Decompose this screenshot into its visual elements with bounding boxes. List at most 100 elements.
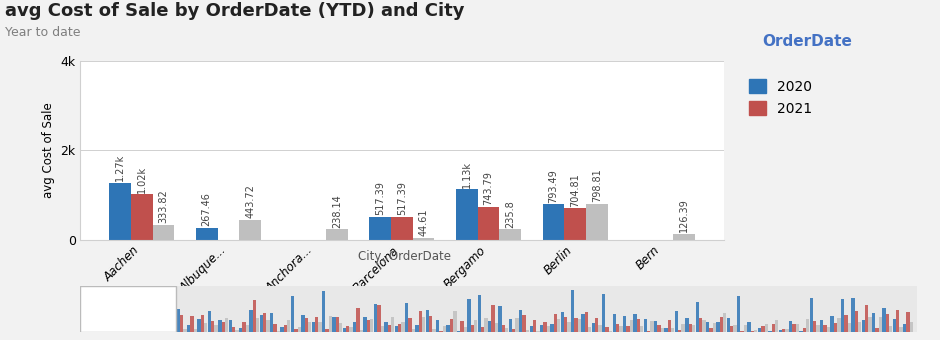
Bar (626, 326, 630, 332)
Bar (196, 228, 217, 240)
Bar (713, 323, 716, 332)
Bar (266, 321, 270, 332)
Text: 793.49: 793.49 (549, 169, 558, 203)
Bar (505, 328, 509, 332)
Bar (412, 329, 415, 332)
Bar (115, 312, 118, 332)
Bar (398, 324, 401, 332)
Bar (453, 311, 457, 332)
Bar (554, 314, 557, 332)
Bar (605, 327, 609, 332)
Bar (325, 329, 329, 332)
Text: 1.27k: 1.27k (115, 154, 125, 182)
Bar (439, 330, 443, 332)
Bar (823, 325, 827, 332)
Bar (806, 320, 809, 332)
Bar (650, 321, 653, 332)
Bar (599, 325, 602, 331)
Bar (280, 327, 284, 332)
Bar (156, 324, 159, 332)
Bar (844, 314, 848, 332)
Bar (415, 325, 418, 332)
Bar (758, 328, 761, 331)
Bar (893, 319, 896, 332)
Bar (405, 304, 408, 332)
Bar (107, 298, 111, 332)
Bar (585, 312, 588, 332)
Bar (395, 326, 398, 332)
Bar (360, 330, 363, 332)
Text: 704.81: 704.81 (571, 173, 580, 207)
Bar (862, 320, 865, 332)
Bar (578, 319, 581, 331)
Bar (249, 310, 253, 331)
Bar (350, 327, 352, 332)
Bar (135, 317, 138, 332)
Bar (515, 318, 519, 332)
Bar (782, 329, 785, 332)
Bar (204, 323, 208, 332)
Bar (208, 310, 212, 332)
Bar (761, 326, 764, 332)
Bar (218, 320, 222, 332)
Text: 517.39: 517.39 (397, 181, 407, 215)
Bar (80, 286, 176, 332)
Bar (512, 329, 515, 332)
Bar (509, 319, 512, 332)
Bar (900, 327, 902, 332)
Bar (751, 330, 754, 332)
Bar (820, 320, 823, 332)
Bar (858, 322, 861, 332)
Bar (222, 322, 225, 332)
Bar (387, 325, 391, 332)
Bar (682, 324, 685, 332)
Text: avg Cost of Sale by OrderDate (YTD) and City: avg Cost of Sale by OrderDate (YTD) and … (5, 2, 464, 20)
Bar (432, 329, 436, 332)
Bar (474, 320, 478, 332)
Bar (706, 322, 710, 332)
Bar (636, 319, 640, 332)
Bar (326, 229, 348, 240)
Bar (364, 318, 367, 332)
Bar (571, 290, 574, 332)
Bar (546, 326, 550, 332)
Bar (499, 229, 521, 240)
Bar (408, 318, 412, 332)
Bar (356, 308, 360, 332)
Bar (109, 183, 131, 240)
Bar (564, 208, 587, 240)
Bar (121, 330, 124, 332)
Bar (290, 296, 294, 332)
Text: 235.8: 235.8 (506, 200, 515, 227)
Bar (369, 217, 391, 240)
Bar (727, 318, 730, 332)
Bar (623, 316, 626, 332)
Bar (245, 325, 249, 332)
Bar (906, 312, 910, 332)
Bar (716, 322, 720, 332)
Bar (775, 320, 778, 332)
Bar (149, 324, 152, 332)
Bar (481, 327, 484, 332)
Bar (381, 326, 384, 332)
Bar (616, 324, 619, 332)
Bar (308, 322, 311, 332)
Bar (329, 316, 332, 331)
Bar (297, 327, 301, 332)
Bar (146, 317, 149, 332)
Bar (550, 324, 554, 332)
Text: 1.02k: 1.02k (136, 166, 147, 193)
Bar (132, 321, 134, 332)
Bar (543, 322, 546, 332)
Text: City, OrderDate: City, OrderDate (358, 250, 450, 263)
Bar (488, 321, 492, 332)
Bar (131, 194, 152, 240)
Bar (163, 320, 166, 332)
Bar (675, 311, 678, 332)
Text: 743.79: 743.79 (483, 171, 494, 205)
Bar (630, 320, 633, 332)
Bar (540, 325, 543, 332)
Bar (125, 327, 128, 332)
Bar (778, 330, 782, 332)
Text: 44.61: 44.61 (418, 209, 429, 236)
